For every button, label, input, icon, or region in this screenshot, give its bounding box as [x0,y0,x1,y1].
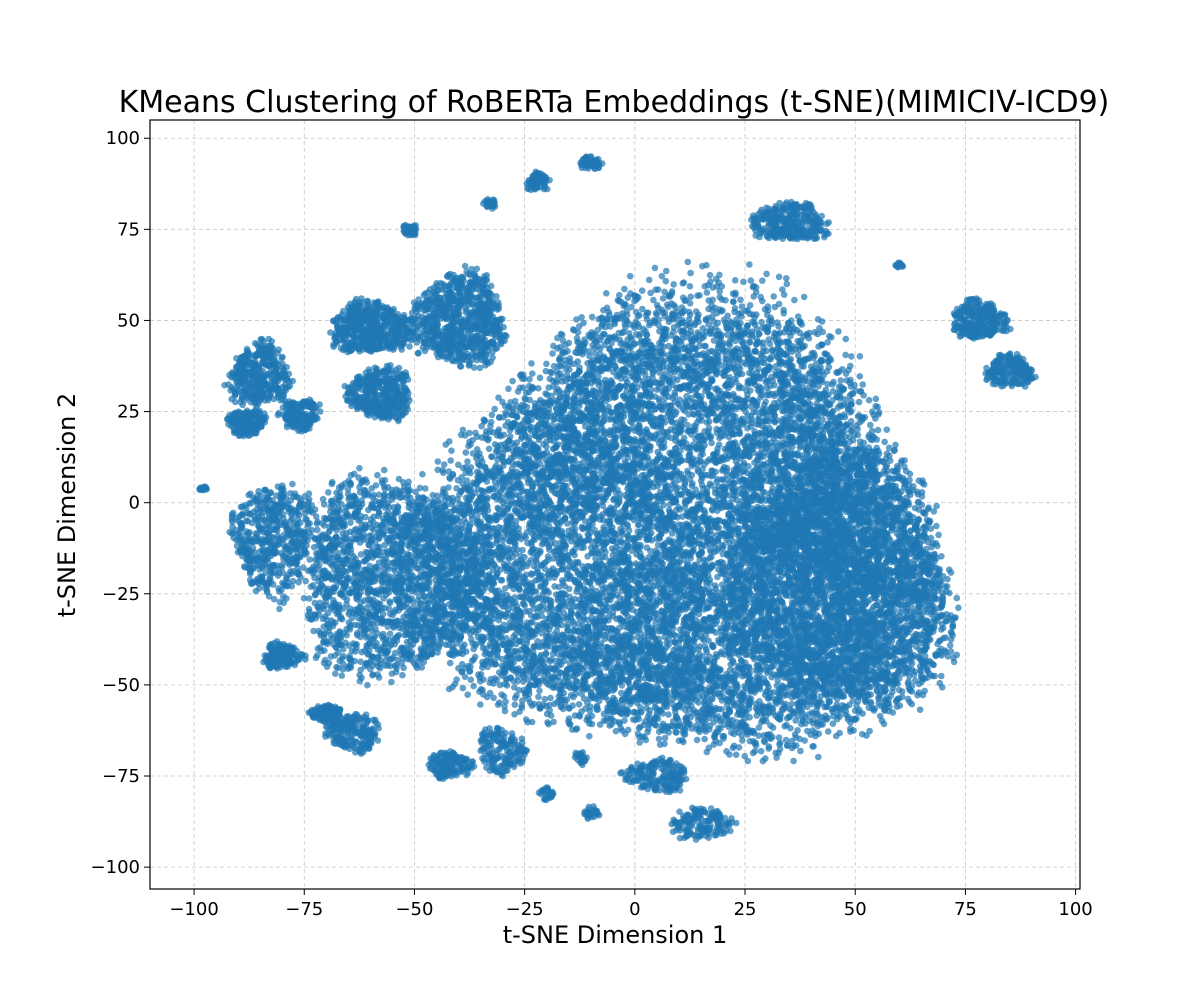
scatter-point [686,283,694,290]
scatter-point [442,441,450,448]
scatter-point [542,390,549,397]
scatter-point [434,466,442,474]
scatter-point [791,296,798,304]
scatter-point [547,694,554,702]
scatter-point [855,398,863,406]
scatter-point [528,571,535,578]
scatter-point [458,660,466,668]
scatter-point [616,291,623,299]
scatter-point [662,277,670,285]
scatter-point [738,313,745,320]
scatter-point [746,338,753,346]
chart-title: KMeans Clustering of RoBERTa Embeddings … [119,85,1110,120]
scatter-point [759,277,766,285]
scatter-point [570,621,578,628]
scatter-point [662,267,670,275]
scatter-point [709,296,716,304]
scatter-point [758,318,765,326]
scatter-point [658,272,666,280]
scatter-point [750,293,757,300]
scatter-point [842,351,849,359]
scatter-point [738,303,746,310]
scatter-point [818,318,826,325]
scatter-point [485,445,493,453]
scatter-point [535,693,542,701]
scatter-point [732,751,740,758]
scatter-point [684,258,692,266]
scatter-point [488,411,496,419]
scatter-point [498,691,505,698]
scatter-point [810,743,817,750]
scatter-point [511,711,518,718]
scatter-point [566,355,574,362]
scatter-point [755,732,762,739]
scatter-point [706,271,714,279]
scatter-point [859,381,866,388]
scatter-point [574,358,582,365]
scatter-point [477,701,484,708]
scatter-point [541,695,549,703]
scatter-point [790,757,797,765]
scatter-point [665,711,672,718]
scatter-point [655,735,663,743]
scatter-point [731,277,739,284]
scatter-point [762,398,769,406]
scatter-point [440,461,448,468]
scatter-point [883,426,891,434]
scatter-points [196,153,1039,843]
scatter-point [815,753,822,761]
scatter-point [487,418,495,426]
scatter-point [867,421,874,429]
scatter-point [495,394,502,402]
scatter-point [636,739,643,746]
scatter-point [693,736,701,744]
scatter-point [740,278,747,286]
scatter-point [770,293,777,300]
scatter-point [684,422,691,429]
scatter-point [703,289,711,296]
scatter-point [440,469,447,477]
scatter-point [543,360,550,368]
scatter-point [636,391,644,399]
scatter-point [775,273,783,281]
scatter-point [536,687,543,694]
scatter-point [872,395,880,403]
scatter-point [529,370,536,377]
